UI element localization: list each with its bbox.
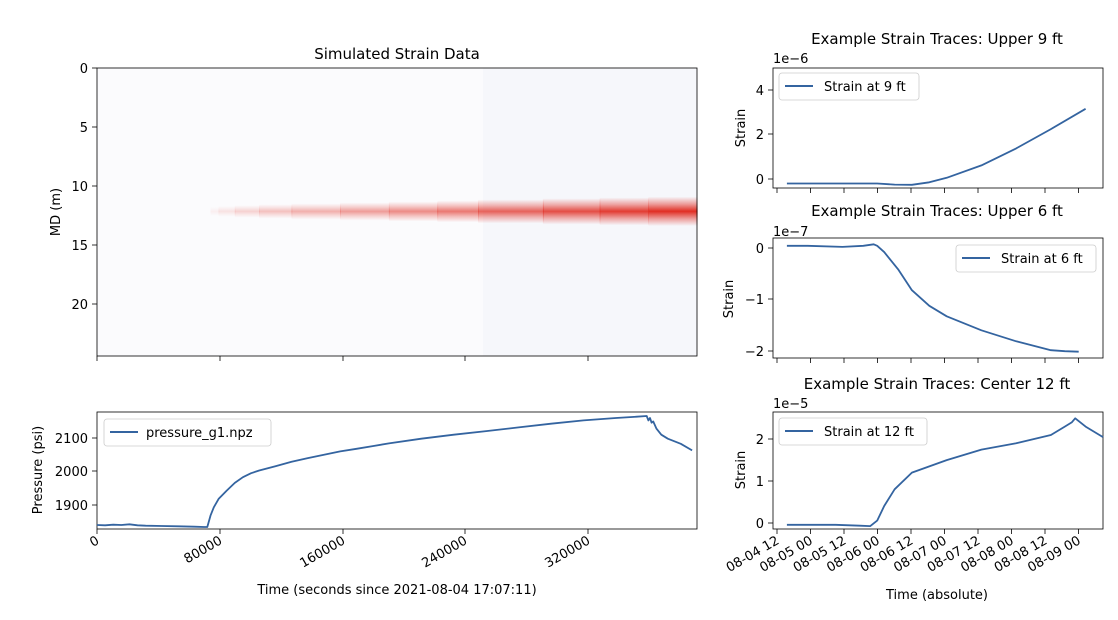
legend-label: Strain at 9 ft bbox=[824, 80, 906, 95]
heatmap-ytick-label: 10 bbox=[71, 180, 88, 195]
heatmap-cell bbox=[599, 197, 649, 226]
heatmap-cell bbox=[542, 198, 601, 225]
trace6-frame bbox=[772, 237, 1104, 359]
pressure-series bbox=[96, 415, 693, 528]
pressure-y-axis: 1900 2000 2100 Pressure (psi) bbox=[31, 426, 97, 514]
heatmap-cell bbox=[259, 204, 293, 219]
heatmap-ytick-label: 20 bbox=[71, 298, 88, 313]
pressure-xtick-label: 80000 bbox=[182, 533, 225, 567]
pressure-panel: 1900 2000 2100 Pressure (psi) 0 80000 16… bbox=[31, 411, 698, 598]
trace12-frame bbox=[772, 411, 1104, 530]
heatmap-cell bbox=[648, 196, 698, 226]
heatmap-ytick-label: 5 bbox=[80, 121, 88, 136]
heatmap-ytick-label: 15 bbox=[71, 239, 88, 254]
heatmap-cell bbox=[437, 200, 479, 223]
legend-box bbox=[955, 244, 1097, 273]
heatmap-frame bbox=[96, 67, 698, 357]
heatmap-cell bbox=[291, 203, 341, 220]
trace6-x-ticks bbox=[776, 358, 1079, 363]
heatmap-blocks bbox=[210, 196, 698, 226]
trace12-legend: Strain at 12 ft bbox=[778, 417, 928, 446]
heatmap-cell bbox=[210, 206, 220, 217]
pressure-xtick-label: 160000 bbox=[298, 533, 348, 571]
trace6-ytick-label: −2 bbox=[745, 345, 764, 360]
legend-label: Strain at 6 ft bbox=[1001, 252, 1083, 267]
trace6-ytick-label: −1 bbox=[745, 293, 764, 308]
series-line bbox=[786, 108, 1087, 186]
heatmap-cell bbox=[340, 202, 390, 221]
trace6-ytick-label: 0 bbox=[756, 242, 764, 257]
legend-label: pressure_g1.npz bbox=[146, 426, 253, 441]
heatmap-x-ticks bbox=[96, 356, 589, 361]
trace9-x-ticks bbox=[776, 188, 1079, 193]
legend-box bbox=[778, 417, 928, 446]
trace12-xlabel: Time (absolute) bbox=[885, 588, 988, 603]
pressure-ytick-label: 2100 bbox=[55, 432, 88, 447]
trace9-ytick-label: 2 bbox=[756, 128, 764, 143]
heatmap-title: Simulated Strain Data bbox=[314, 45, 480, 63]
trace9-scale-label: 1e−6 bbox=[773, 52, 808, 67]
trace9-title: Example Strain Traces: Upper 9 ft bbox=[811, 30, 1063, 48]
trace6-panel: Example Strain Traces: Upper 6 ft 1e−7 0… bbox=[722, 202, 1104, 363]
trace12-scale-label: 1e−5 bbox=[773, 397, 808, 412]
heatmap-y-axis: 0 5 10 15 20 MD (m) bbox=[49, 62, 97, 313]
pressure-ytick-label: 1900 bbox=[55, 499, 88, 514]
trace6-legend: Strain at 6 ft bbox=[955, 244, 1097, 273]
heatmap-ylabel: MD (m) bbox=[49, 188, 64, 236]
pressure-xtick-label: 0 bbox=[87, 533, 102, 550]
trace12-ytick-label: 1 bbox=[756, 475, 764, 490]
trace6-ylabel: Strain bbox=[722, 280, 737, 319]
trace9-ytick-label: 0 bbox=[756, 173, 764, 188]
trace12-ylabel: Strain bbox=[734, 451, 749, 490]
heatmap-ytick-label: 0 bbox=[80, 62, 88, 77]
pressure-legend: pressure_g1.npz bbox=[103, 418, 272, 447]
pressure-xlabel: Time (seconds since 2021-08-04 17:07:11) bbox=[256, 583, 536, 598]
pressure-frame bbox=[96, 411, 698, 530]
heatmap-cell bbox=[478, 199, 544, 224]
trace12-x-ticks bbox=[776, 529, 1079, 534]
trace6-series bbox=[786, 243, 1079, 353]
trace9-panel: Example Strain Traces: Upper 9 ft 1e−6 0… bbox=[734, 30, 1104, 193]
trace6-scale-label: 1e−7 bbox=[773, 225, 808, 240]
pressure-ylabel: Pressure (psi) bbox=[31, 426, 46, 514]
pressure-xtick-label: 320000 bbox=[543, 533, 593, 571]
trace9-legend: Strain at 9 ft bbox=[778, 72, 920, 101]
legend-label: Strain at 12 ft bbox=[824, 425, 914, 440]
trace9-ytick-label: 4 bbox=[756, 84, 764, 99]
heatmap-cell bbox=[218, 206, 236, 217]
trace12-ytick-label: 2 bbox=[756, 433, 764, 448]
trace9-frame bbox=[772, 67, 1104, 189]
heatmap-cell bbox=[388, 201, 439, 222]
heatmap-cell bbox=[234, 205, 260, 218]
series-line bbox=[786, 243, 1079, 353]
trace9-ylabel: Strain bbox=[734, 109, 749, 148]
heatmap-panel: Simulated Strain Data 0 5 10 15 20 MD (m… bbox=[49, 45, 698, 361]
pressure-ytick-label: 2000 bbox=[55, 465, 88, 480]
legend-box bbox=[103, 418, 272, 447]
trace12-panel: Example Strain Traces: Center 12 ft 1e−5… bbox=[724, 375, 1104, 603]
trace9-series bbox=[786, 108, 1087, 186]
trace12-ytick-label: 0 bbox=[756, 517, 764, 532]
trace6-title: Example Strain Traces: Upper 6 ft bbox=[811, 202, 1063, 220]
pressure-xtick-label: 240000 bbox=[420, 533, 470, 571]
trace12-title: Example Strain Traces: Center 12 ft bbox=[804, 375, 1071, 393]
legend-box bbox=[778, 72, 920, 101]
trace12-series bbox=[786, 417, 1104, 527]
series-line bbox=[786, 417, 1104, 527]
pressure-x-axis: 0 80000 160000 240000 320000 Time (secon… bbox=[87, 529, 593, 598]
series-line bbox=[96, 415, 693, 528]
